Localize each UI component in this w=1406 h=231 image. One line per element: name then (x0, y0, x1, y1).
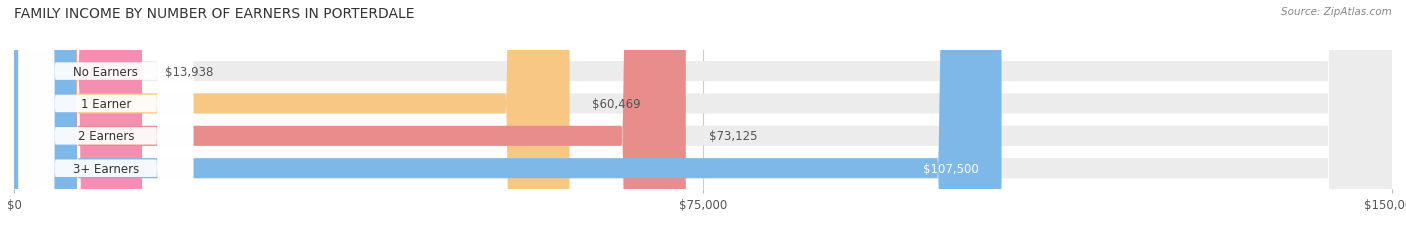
FancyBboxPatch shape (14, 0, 686, 231)
FancyBboxPatch shape (18, 0, 193, 231)
FancyBboxPatch shape (18, 0, 193, 231)
Text: 2 Earners: 2 Earners (77, 130, 134, 143)
Text: 3+ Earners: 3+ Earners (73, 162, 139, 175)
FancyBboxPatch shape (18, 0, 193, 231)
FancyBboxPatch shape (14, 0, 1392, 231)
FancyBboxPatch shape (18, 0, 193, 231)
Text: 1 Earner: 1 Earner (80, 97, 131, 110)
Text: $13,938: $13,938 (165, 65, 214, 78)
FancyBboxPatch shape (14, 0, 569, 231)
FancyBboxPatch shape (14, 0, 1392, 231)
Text: $107,500: $107,500 (922, 162, 979, 175)
FancyBboxPatch shape (14, 0, 1392, 231)
FancyBboxPatch shape (14, 0, 1392, 231)
Text: Source: ZipAtlas.com: Source: ZipAtlas.com (1281, 7, 1392, 17)
Text: No Earners: No Earners (73, 65, 138, 78)
Text: $73,125: $73,125 (709, 130, 758, 143)
FancyBboxPatch shape (14, 0, 1001, 231)
Text: $60,469: $60,469 (592, 97, 641, 110)
Text: FAMILY INCOME BY NUMBER OF EARNERS IN PORTERDALE: FAMILY INCOME BY NUMBER OF EARNERS IN PO… (14, 7, 415, 21)
FancyBboxPatch shape (14, 0, 142, 231)
